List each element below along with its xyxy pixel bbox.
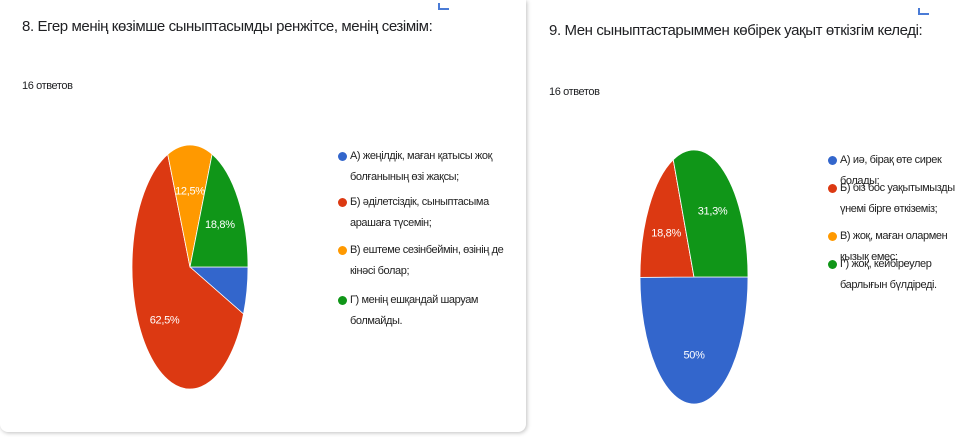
legend-swatch — [828, 184, 837, 193]
slice-label: 12,5% — [175, 185, 205, 197]
copy-icon[interactable] — [918, 8, 929, 15]
response-card — [533, 0, 980, 437]
legend-swatch — [828, 156, 837, 165]
slice-label: 50% — [683, 350, 705, 362]
legend-label: В) жоқ, маған олармен қызық емес; — [840, 230, 948, 263]
slice-label: 18,8% — [205, 219, 235, 231]
pie-slice — [131, 153, 244, 390]
slice-label: 18,8% — [651, 227, 681, 239]
legend-swatch — [828, 232, 837, 241]
legend-label: В) ештеме сезінбеймін, өзінің де кінәсі … — [350, 244, 504, 277]
legend-swatch — [828, 260, 837, 269]
pie-slice — [639, 276, 749, 405]
legend-swatch — [338, 152, 347, 161]
response-count: 16 ответов — [549, 86, 600, 98]
legend-label: А) иә, бірақ өте сирек болады; — [840, 154, 942, 187]
pie-slice — [189, 153, 249, 268]
copy-icon[interactable] — [438, 3, 449, 10]
chart-title: 9. Мен сыныптастарыммен көбірек уақыт өт… — [549, 22, 923, 39]
chart-title: 8. Егер менің көзімше сыныптасымды ренжі… — [22, 18, 433, 35]
legend-label: Г) менің ешқандай шаруам болмайды. — [350, 294, 479, 327]
legend-swatch — [338, 246, 347, 255]
legend-label: А) жеңілдік, маған қатысы жоқ болғанының… — [350, 150, 492, 183]
legend-label: Б) біз бос уақытымызды үнемі бірге өткіз… — [840, 182, 955, 215]
legend-label: Б) әділетсіздік, сыныптасыма арашаға түс… — [350, 196, 489, 229]
response-card — [0, 0, 526, 432]
legend-swatch — [338, 296, 347, 305]
pie-slice — [167, 144, 213, 268]
pie-slice — [672, 149, 749, 278]
slice-label: 62,5% — [150, 314, 180, 326]
legend-swatch — [338, 198, 347, 207]
legend-label: Г) жоқ, кейбіреулер барлығын бүлдіреді. — [840, 258, 937, 291]
pie-slice — [639, 158, 695, 278]
response-count: 16 ответов — [22, 80, 73, 92]
slice-label: 31,3% — [698, 205, 728, 217]
